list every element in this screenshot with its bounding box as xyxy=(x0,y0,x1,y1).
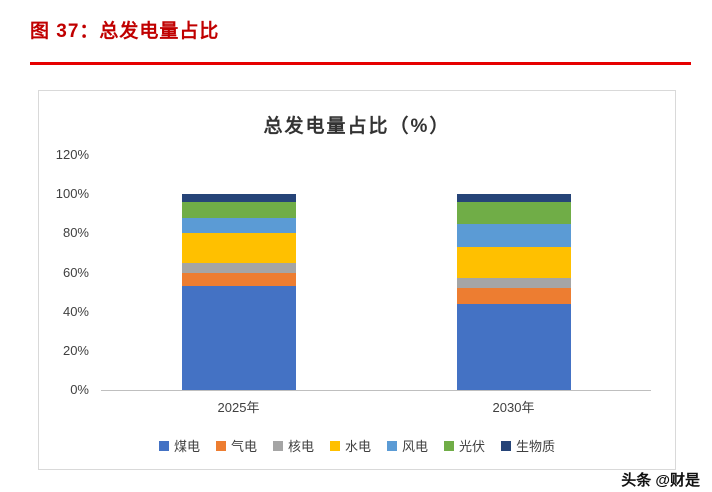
stacked-bar-2025年 xyxy=(181,194,296,390)
legend-swatch xyxy=(387,440,397,451)
chart-legend: 煤电 气电 核电 水电 风电 光伏 生物质 xyxy=(39,436,675,455)
x-axis: 2025年 2030年 xyxy=(101,397,651,416)
bar-segment-水电 xyxy=(181,233,296,263)
y-axis-tick-label: 120% xyxy=(55,147,89,162)
y-axis-tick-label: 0% xyxy=(70,382,89,397)
bar-segment-水电 xyxy=(456,247,571,279)
bar-segment-光伏 xyxy=(456,202,571,224)
y-axis-tick-label: 80% xyxy=(62,225,89,241)
bar-segment-煤电 xyxy=(456,303,571,390)
bar-segment-光伏 xyxy=(181,202,296,218)
legend-label: 风电 xyxy=(402,439,429,454)
bar-segment-风电 xyxy=(456,223,571,248)
legend-item-核电: 核电 xyxy=(272,436,314,455)
y-axis-tick-label: 40% xyxy=(62,303,89,319)
chart-container: 总发电量占比（%） 0% 20% 40% 60% 80% 100% 120% 2025年 20… xyxy=(38,90,676,470)
bars-area xyxy=(101,155,651,390)
stacked-bar-2030年 xyxy=(456,194,571,390)
legend-item-气电: 气电 xyxy=(215,436,257,455)
x-axis-label: 2025年 xyxy=(217,400,260,415)
legend-item-煤电: 煤电 xyxy=(158,436,200,455)
legend-swatch xyxy=(329,440,340,451)
legend-item-水电: 水电 xyxy=(329,436,371,455)
legend-swatch xyxy=(501,440,512,451)
x-axis-label: 2030年 xyxy=(492,400,535,415)
legend-label: 核电 xyxy=(287,439,314,454)
figure-caption: 图 37：总发电量占比 xyxy=(30,21,220,42)
watermark: 头条 @财是 xyxy=(621,472,700,489)
legend-item-光伏: 光伏 xyxy=(444,436,485,455)
legend-label: 光伏 xyxy=(459,439,486,454)
legend-swatch xyxy=(272,440,283,451)
legend-label: 煤电 xyxy=(173,439,200,454)
bar-segment-气电 xyxy=(456,288,571,304)
y-axis-tick-label: 60% xyxy=(62,264,89,280)
chart-title: 总发电量占比（%） xyxy=(263,116,451,137)
bar-slot xyxy=(376,155,651,390)
caption-rule xyxy=(30,62,691,65)
legend-label: 气电 xyxy=(230,439,257,454)
legend-swatch xyxy=(215,440,226,451)
bar-segment-生物质 xyxy=(181,194,296,203)
bar-segment-煤电 xyxy=(181,286,296,390)
bar-segment-气电 xyxy=(181,272,296,287)
bar-segment-核电 xyxy=(181,262,296,273)
bar-segment-核电 xyxy=(456,278,571,289)
plot-area xyxy=(101,155,651,391)
legend-label: 水电 xyxy=(344,439,371,454)
y-axis-tick-label: 20% xyxy=(62,342,89,358)
bar-segment-风电 xyxy=(181,217,296,234)
legend-item-风电: 风电 xyxy=(387,436,428,455)
y-axis: 0% 20% 40% 60% 80% 100% 120% xyxy=(43,147,95,397)
legend-swatch xyxy=(444,440,455,451)
legend-item-生物质: 生物质 xyxy=(501,436,555,455)
legend-label: 生物质 xyxy=(516,439,556,454)
y-axis-tick-label: 100% xyxy=(55,186,89,202)
legend-swatch xyxy=(158,440,169,451)
bar-slot xyxy=(101,155,376,390)
bar-segment-生物质 xyxy=(456,194,571,203)
